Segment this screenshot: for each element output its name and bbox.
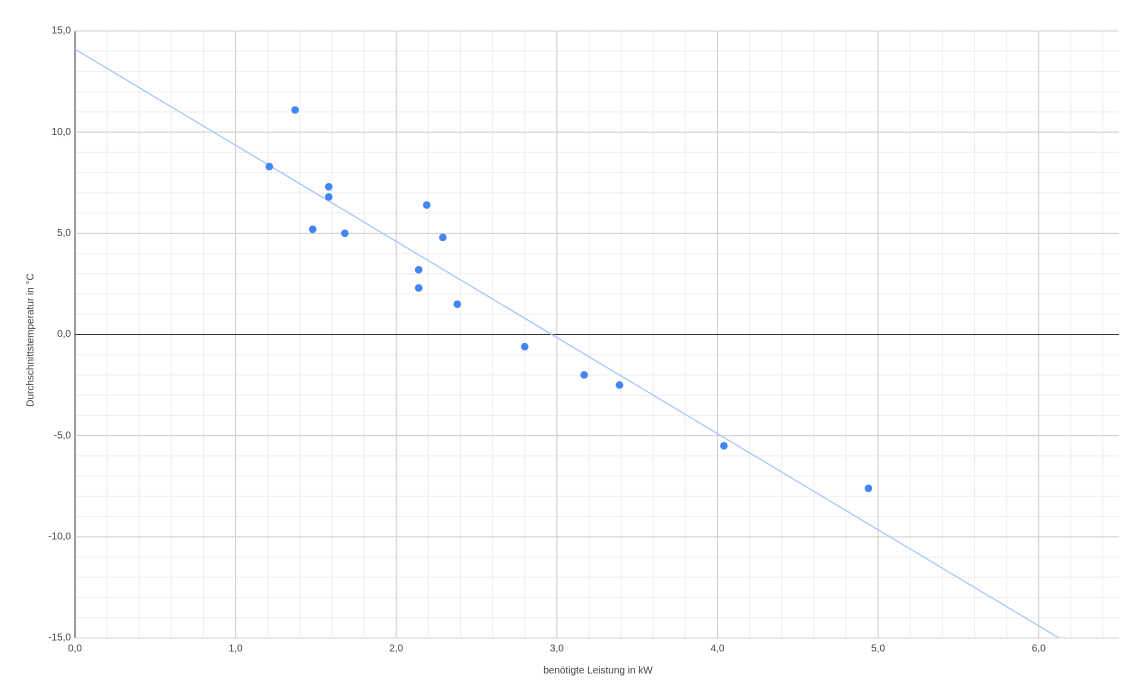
y-tick-label: 0,0 bbox=[57, 329, 71, 340]
point bbox=[414, 284, 423, 292]
y-axis-title: Durchschnittstemperatur in °C bbox=[26, 273, 37, 407]
y-tick-label: 5,0 bbox=[57, 228, 71, 239]
point bbox=[324, 193, 333, 201]
point bbox=[265, 162, 274, 171]
x-tick-label: 0,0 bbox=[68, 644, 82, 655]
point bbox=[453, 300, 462, 308]
trendline bbox=[74, 48, 1060, 639]
x-tick-label: 4,0 bbox=[711, 644, 725, 655]
point bbox=[615, 381, 624, 389]
point bbox=[720, 441, 728, 450]
point bbox=[324, 182, 333, 191]
x-tick-label: 2,0 bbox=[389, 644, 403, 655]
y-tick-label: -10,0 bbox=[48, 531, 71, 542]
x-tick-label: 6,0 bbox=[1032, 644, 1046, 655]
x-tick-label: 5,0 bbox=[871, 644, 885, 655]
x-axis-title: benötigte Leistung in kW bbox=[543, 666, 653, 677]
y-tick-label: -15,0 bbox=[48, 633, 71, 644]
point bbox=[308, 225, 317, 234]
point bbox=[414, 265, 423, 274]
point bbox=[580, 371, 588, 379]
y-tick-label: -5,0 bbox=[54, 430, 72, 441]
point bbox=[341, 229, 349, 238]
y-tick-label: 15,0 bbox=[52, 26, 72, 37]
point bbox=[864, 484, 873, 493]
point bbox=[439, 233, 447, 242]
point bbox=[291, 106, 299, 114]
point bbox=[520, 342, 529, 351]
point bbox=[422, 201, 431, 209]
x-tick-label: 1,0 bbox=[229, 644, 243, 655]
y-tick-label: 10,0 bbox=[52, 127, 72, 138]
x-tick-label: 3,0 bbox=[550, 644, 564, 655]
